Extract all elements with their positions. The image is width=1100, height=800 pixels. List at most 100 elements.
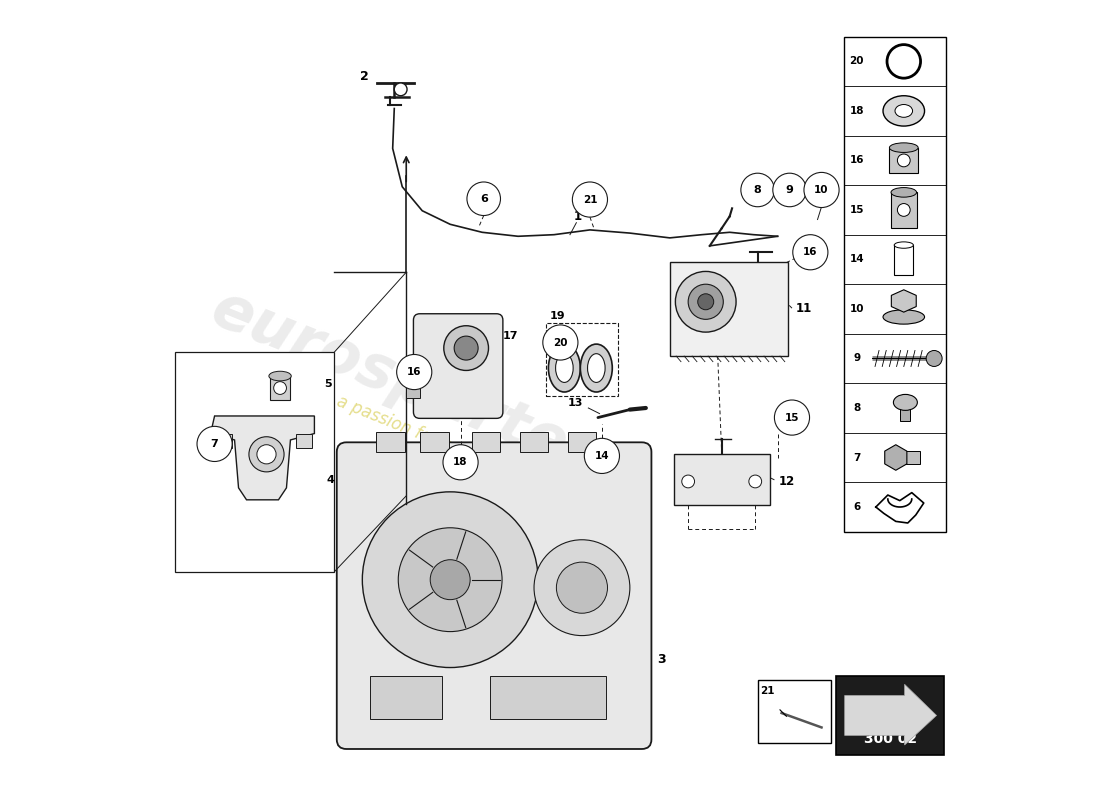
- Circle shape: [542, 325, 578, 360]
- Text: 21: 21: [583, 194, 597, 205]
- Circle shape: [249, 437, 284, 472]
- Circle shape: [557, 562, 607, 614]
- Circle shape: [774, 400, 810, 435]
- Circle shape: [675, 271, 736, 332]
- Polygon shape: [845, 684, 936, 745]
- FancyBboxPatch shape: [414, 314, 503, 418]
- Circle shape: [466, 182, 500, 215]
- Text: 19: 19: [550, 311, 565, 321]
- Circle shape: [697, 294, 714, 310]
- Circle shape: [584, 438, 619, 474]
- Ellipse shape: [268, 371, 292, 381]
- Ellipse shape: [890, 143, 918, 153]
- Circle shape: [394, 83, 407, 96]
- Text: 8: 8: [754, 185, 761, 195]
- Text: 6: 6: [852, 502, 860, 512]
- Ellipse shape: [883, 310, 924, 324]
- Text: 11: 11: [795, 302, 812, 314]
- Text: 7: 7: [211, 439, 219, 449]
- Bar: [406, 386, 420, 398]
- Circle shape: [773, 173, 806, 206]
- Circle shape: [926, 350, 942, 366]
- Text: 18: 18: [453, 458, 468, 467]
- Circle shape: [257, 445, 276, 464]
- Text: 16: 16: [407, 367, 421, 377]
- Bar: [271, 376, 289, 400]
- Bar: [175, 352, 334, 572]
- Text: 3: 3: [658, 653, 667, 666]
- Circle shape: [749, 475, 761, 488]
- Circle shape: [741, 173, 774, 206]
- Circle shape: [793, 234, 828, 270]
- FancyBboxPatch shape: [337, 442, 651, 749]
- Bar: [472, 432, 500, 452]
- Circle shape: [430, 560, 470, 600]
- Text: 300 02: 300 02: [864, 732, 916, 746]
- Bar: [519, 432, 549, 452]
- Circle shape: [362, 492, 538, 667]
- Bar: [670, 262, 788, 356]
- Text: 17: 17: [503, 331, 518, 341]
- Polygon shape: [884, 445, 906, 470]
- Text: 21: 21: [760, 686, 774, 696]
- Text: 10: 10: [849, 304, 864, 314]
- Bar: [836, 675, 944, 755]
- Bar: [406, 371, 420, 384]
- Circle shape: [454, 336, 478, 360]
- Text: 16: 16: [803, 247, 817, 258]
- Circle shape: [398, 528, 502, 631]
- Text: 7: 7: [852, 453, 860, 462]
- Circle shape: [898, 203, 910, 216]
- Text: 14: 14: [595, 451, 609, 461]
- Text: 5: 5: [324, 379, 331, 389]
- Bar: [891, 192, 916, 227]
- Text: 15: 15: [784, 413, 800, 422]
- Polygon shape: [891, 290, 916, 312]
- Text: 4: 4: [327, 475, 334, 485]
- Circle shape: [804, 172, 839, 207]
- Bar: [895, 451, 920, 464]
- Bar: [546, 322, 618, 396]
- Circle shape: [274, 382, 286, 394]
- Bar: [894, 245, 913, 275]
- Ellipse shape: [883, 96, 924, 126]
- Bar: [420, 432, 449, 452]
- Text: 15: 15: [849, 205, 864, 215]
- Circle shape: [893, 51, 914, 72]
- Bar: [674, 454, 770, 506]
- Text: 2: 2: [360, 70, 368, 83]
- Ellipse shape: [587, 354, 605, 382]
- Ellipse shape: [893, 394, 917, 410]
- Bar: [371, 675, 442, 719]
- Text: 8: 8: [852, 403, 860, 413]
- Polygon shape: [210, 416, 315, 500]
- Text: 6: 6: [480, 194, 487, 204]
- Text: 20: 20: [849, 56, 864, 66]
- Ellipse shape: [549, 344, 581, 392]
- Circle shape: [443, 326, 488, 370]
- Text: 16: 16: [849, 155, 864, 166]
- Bar: [890, 148, 918, 173]
- Text: a passion for parts since 1985: a passion for parts since 1985: [334, 393, 574, 503]
- Text: 13: 13: [568, 398, 583, 408]
- Ellipse shape: [895, 105, 913, 118]
- Bar: [844, 37, 946, 532]
- Circle shape: [397, 354, 432, 390]
- Bar: [568, 432, 596, 452]
- Text: 20: 20: [553, 338, 568, 347]
- Bar: [296, 434, 312, 448]
- Circle shape: [887, 45, 921, 78]
- Circle shape: [443, 445, 478, 480]
- Text: 9: 9: [854, 354, 860, 363]
- Circle shape: [898, 154, 910, 167]
- Bar: [376, 432, 405, 452]
- Text: 14: 14: [849, 254, 864, 265]
- Text: 12: 12: [779, 475, 795, 488]
- Text: 1: 1: [574, 210, 582, 223]
- Circle shape: [572, 182, 607, 217]
- Circle shape: [197, 426, 232, 462]
- Circle shape: [689, 284, 724, 319]
- Text: 10: 10: [814, 185, 828, 195]
- Ellipse shape: [556, 354, 573, 382]
- Bar: [491, 675, 606, 719]
